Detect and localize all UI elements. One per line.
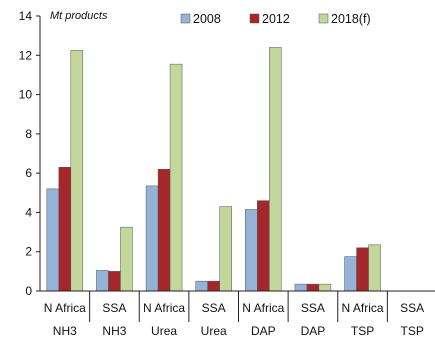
bar-2012-SSA-Urea bbox=[207, 280, 220, 292]
bar-2008-SSA-Urea bbox=[195, 280, 208, 292]
legend-label-2008: 2008 bbox=[193, 12, 221, 26]
y-axis-unit-label: Mt products bbox=[50, 10, 108, 22]
legend-label-2012: 2012 bbox=[262, 12, 290, 26]
category-region-label: SSA bbox=[202, 301, 226, 315]
bar-2018(f)-N Africa-NH3 bbox=[70, 50, 84, 292]
bar-2008-SSA-NH3 bbox=[96, 270, 109, 292]
bar-2012-SSA-DAP bbox=[306, 283, 320, 292]
legend: 2008 2012 2018(f) bbox=[180, 12, 371, 26]
legend-swatch-2008 bbox=[180, 13, 191, 24]
category-region-label: N Africa bbox=[143, 301, 185, 315]
legend-label-2018(f): 2018(f) bbox=[331, 12, 371, 26]
category-region-label: N Africa bbox=[342, 301, 384, 315]
category-product-label: DAP bbox=[251, 324, 276, 338]
y-tick-label: 12 bbox=[19, 48, 33, 62]
category-region-label: SSA bbox=[102, 301, 126, 315]
bar-2012-SSA-NH3 bbox=[108, 271, 121, 292]
category-region-label: N Africa bbox=[242, 301, 284, 315]
bar-2012-N Africa-TSP bbox=[356, 247, 369, 292]
bar-2012-N Africa-DAP bbox=[257, 200, 270, 292]
category-product-label: NH3 bbox=[102, 324, 126, 338]
bar-2018(f)-SSA-DAP bbox=[318, 283, 332, 292]
bar-2008-SSA-DAP bbox=[294, 283, 308, 292]
category-product-label: DAP bbox=[301, 324, 326, 338]
bar-2018(f)-SSA-Urea bbox=[219, 206, 232, 292]
x-axis-category-labels: N Africa NH3 SSA NH3 N Africa Urea SSA Urea N Af… bbox=[44, 301, 424, 338]
category-product-label: Urea bbox=[201, 324, 227, 338]
bar-2008-N Africa-NH3 bbox=[46, 188, 60, 292]
bar-2018(f)-N Africa-Urea bbox=[169, 63, 183, 292]
y-tick-label: 6 bbox=[25, 166, 32, 180]
bar-2018(f)-N Africa-DAP bbox=[269, 47, 282, 292]
legend-swatch-2012 bbox=[249, 13, 260, 24]
y-tick-label: 2 bbox=[25, 245, 32, 259]
category-region-label: SSA bbox=[400, 301, 424, 315]
y-axis-ticks: 0 2 4 6 8 10 12 14 bbox=[19, 9, 40, 298]
y-tick-label: 4 bbox=[25, 205, 32, 219]
bar-2018(f)-SSA-NH3 bbox=[120, 226, 133, 292]
bar-2018(f)-N Africa-TSP bbox=[368, 244, 381, 292]
y-tick-label: 8 bbox=[25, 127, 32, 141]
bar-2008-N Africa-DAP bbox=[245, 209, 258, 292]
bar-2008-N Africa-Urea bbox=[145, 185, 159, 292]
category-product-label: NH3 bbox=[53, 324, 77, 338]
category-region-label: N Africa bbox=[44, 301, 86, 315]
bar-2008-N Africa-TSP bbox=[344, 256, 357, 292]
category-product-label: Urea bbox=[151, 324, 177, 338]
y-tick-label: 10 bbox=[19, 88, 33, 102]
axes bbox=[39, 16, 435, 322]
category-region-label: SSA bbox=[301, 301, 325, 315]
bars bbox=[46, 47, 381, 292]
y-tick-label: 0 bbox=[25, 284, 32, 298]
category-product-label: TSP bbox=[401, 324, 424, 338]
bar-2012-N Africa-NH3 bbox=[58, 167, 72, 292]
category-product-label: TSP bbox=[351, 324, 374, 338]
bar-2012-N Africa-Urea bbox=[157, 168, 171, 292]
legend-swatch-2018(f) bbox=[318, 13, 329, 24]
y-tick-label: 14 bbox=[19, 9, 33, 23]
